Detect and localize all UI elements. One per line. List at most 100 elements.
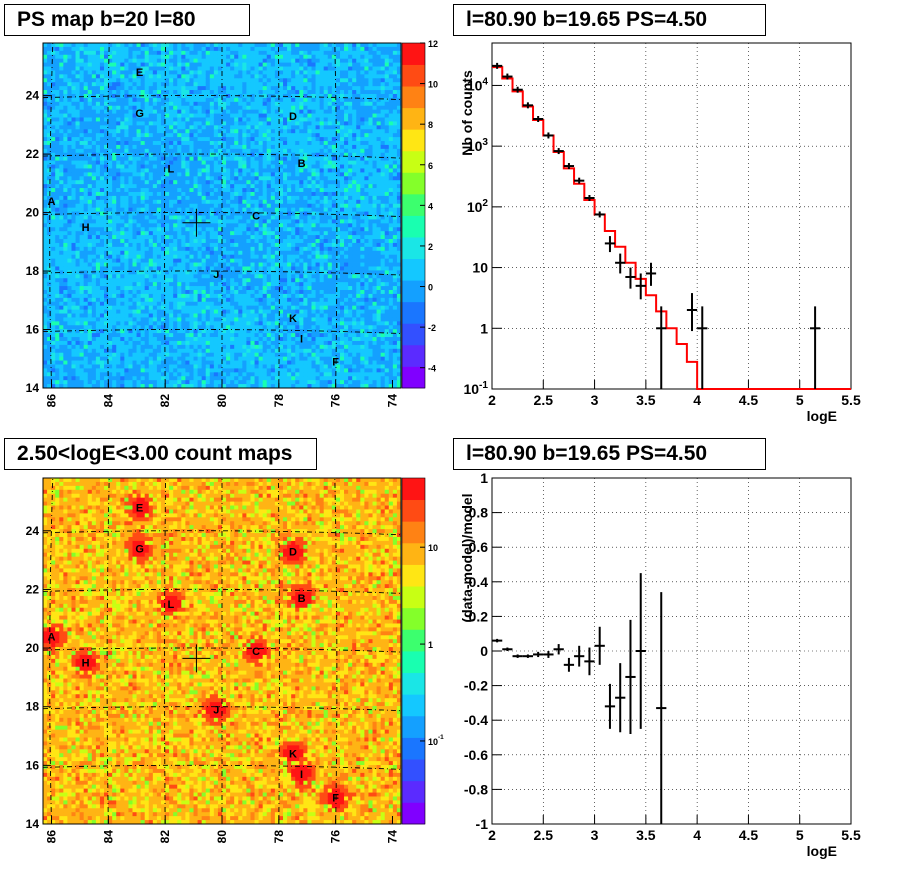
ps-position-marker	[182, 208, 211, 237]
colorbar-label: 0	[428, 283, 433, 293]
source-label-a: A	[48, 631, 56, 643]
map-top-title: PS map b=20 l=80	[4, 4, 250, 36]
y-tick-label: 102	[467, 198, 489, 215]
x-tick-label: 5.5	[841, 827, 861, 843]
spectrum-frame	[491, 42, 852, 390]
residual-point	[512, 654, 523, 658]
residual-point	[492, 638, 503, 643]
y-tick-label: -0.6	[464, 747, 488, 763]
x-tick-label: 4	[693, 827, 701, 843]
y-tick-label: 1	[480, 470, 488, 486]
y-tick-label: -0.8	[464, 781, 488, 797]
residual-point	[574, 645, 585, 667]
count_map-colorbar	[401, 477, 426, 825]
data-point	[809, 306, 821, 389]
y-tick-label: 0.4	[469, 574, 489, 590]
colorbar-label: -4	[428, 364, 436, 374]
source-label-j: J	[213, 269, 219, 281]
data-point	[522, 102, 534, 109]
y-axis-label: (data-model)/model	[459, 493, 475, 622]
ps-position-marker	[182, 644, 211, 673]
ps_map-coord-grid	[42, 42, 402, 389]
x-tick-label: 3.5	[636, 827, 656, 843]
data-point	[553, 148, 564, 155]
x-tick-label: 76	[329, 394, 343, 408]
colorbar-label: -2	[428, 323, 436, 333]
y-tick-label: 22	[26, 582, 40, 596]
data-point	[615, 253, 626, 274]
source-label-d: D	[289, 546, 297, 558]
data-point	[574, 177, 585, 184]
y-tick-label: 0.8	[469, 505, 489, 521]
y-tick-label: 0.2	[469, 608, 489, 624]
y-tick-label: 18	[26, 700, 40, 714]
source-label-e: E	[136, 502, 143, 514]
source-label-c: C	[252, 211, 260, 223]
x-tick-label: 2	[488, 827, 496, 843]
x-tick-label: 82	[158, 830, 172, 844]
x-tick-label: 3	[591, 392, 599, 408]
data-point	[512, 86, 523, 93]
spectrum-grid	[491, 43, 852, 390]
source-label-h: H	[82, 658, 90, 670]
data-point	[533, 116, 544, 123]
source-label-b: B	[298, 593, 306, 605]
y-tick-label: -0.4	[464, 712, 488, 728]
colorbar-label: 4	[428, 201, 433, 211]
data-point	[543, 132, 554, 139]
x-tick-label: 82	[158, 394, 172, 408]
source-label-a: A	[48, 196, 56, 208]
residual-point	[543, 651, 554, 658]
data-point	[645, 262, 657, 286]
x-tick-label: 84	[101, 394, 115, 408]
x-tick-label: 80	[215, 394, 229, 408]
data-point	[594, 211, 605, 218]
data-point	[584, 194, 595, 201]
y-tick-label: 10-1	[463, 380, 488, 397]
x-tick-label: 3.5	[636, 392, 656, 408]
y-tick-label: 10	[472, 260, 488, 276]
x-tick-label: 78	[272, 830, 286, 844]
x-tick-label: 5.5	[841, 392, 861, 408]
x-tick-label: 78	[272, 394, 286, 408]
colorbar-label: 10-1	[428, 734, 444, 747]
x-axis-label: logE	[807, 843, 837, 859]
y-tick-label: -1	[476, 816, 489, 832]
count_map-cells	[43, 478, 402, 825]
x-tick-label: 2	[488, 392, 496, 408]
source-label-i: I	[300, 769, 303, 781]
x-tick-label: 84	[101, 830, 115, 844]
data-point	[625, 267, 636, 289]
y-tick-label: 18	[26, 264, 40, 278]
spectrum-top-title: l=80.90 b=19.65 PS=4.50	[453, 4, 766, 36]
y-tick-label: 14	[26, 381, 40, 395]
x-tick-label: 4	[693, 392, 701, 408]
map-bottom-title: 2.50<logE<3.00 count maps	[4, 438, 317, 470]
residual-point	[502, 647, 513, 651]
y-tick-label: 14	[26, 817, 40, 831]
y-tick-label: 20	[26, 206, 40, 220]
residual-point	[563, 657, 575, 672]
x-tick-label: 5	[796, 827, 804, 843]
data-point	[697, 306, 708, 389]
y-tick-label: 0	[480, 643, 488, 659]
data-point	[604, 236, 616, 253]
source-label-g: G	[135, 543, 144, 555]
residual-point	[594, 626, 605, 665]
residual-point	[656, 592, 667, 824]
x-tick-label: 2.5	[534, 827, 554, 843]
y-tick-label: 24	[26, 524, 40, 538]
source-label-f: F	[332, 357, 339, 369]
y-tick-label: 1	[480, 320, 488, 336]
residuals-frame	[491, 477, 852, 825]
source-label-h: H	[82, 222, 90, 234]
source-label-j: J	[213, 705, 219, 717]
colorbar-label: 1	[428, 640, 433, 650]
x-tick-label: 5	[796, 392, 804, 408]
colorbar-label: 10	[428, 543, 438, 553]
spectrum-bottom-title: l=80.90 b=19.65 PS=4.50	[453, 438, 766, 470]
y-tick-label: 20	[26, 641, 40, 655]
colorbar-label: 10	[428, 80, 438, 90]
residual-point	[584, 647, 595, 676]
data-point	[492, 62, 503, 69]
